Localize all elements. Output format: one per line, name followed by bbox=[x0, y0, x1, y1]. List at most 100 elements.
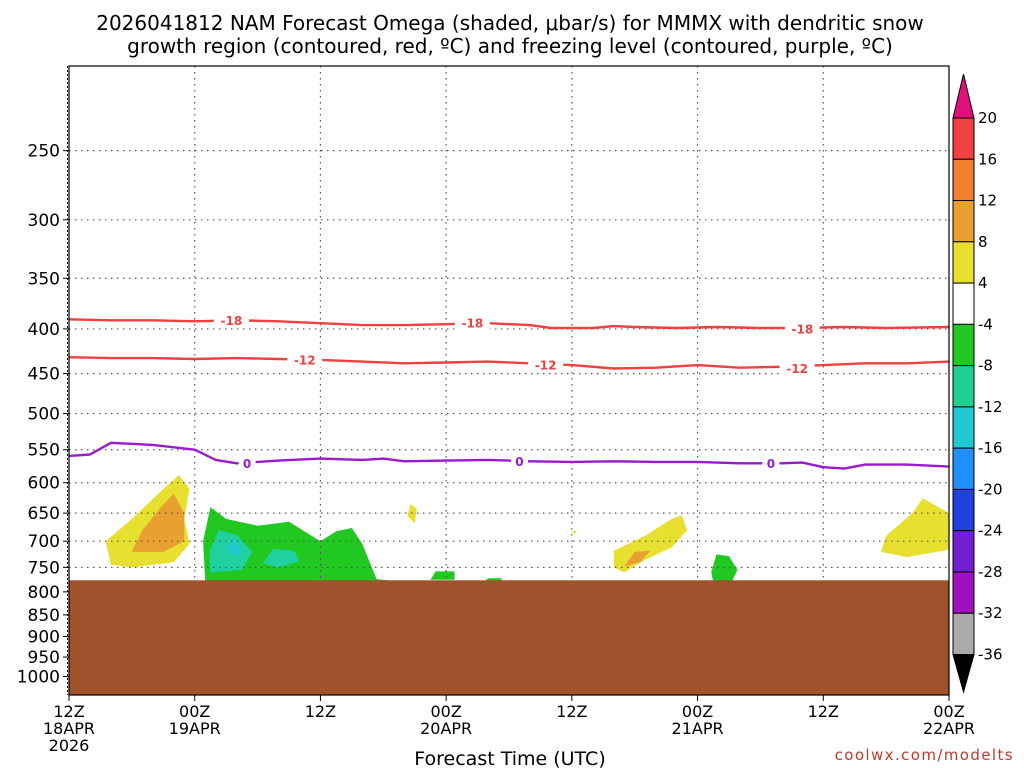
colorbar-swatch bbox=[952, 406, 975, 449]
colorbar-label: -28 bbox=[978, 563, 1003, 581]
omega-region bbox=[624, 550, 651, 567]
omega-region bbox=[711, 554, 738, 583]
x-axis-title: Forecast Time (UTC) bbox=[414, 748, 605, 768]
colorbar-bottom-arrow bbox=[952, 654, 975, 694]
colorbar-swatch bbox=[952, 488, 975, 532]
colorbar-swatch bbox=[952, 323, 975, 367]
colorbar-swatch bbox=[952, 530, 975, 573]
colorbar-label: -20 bbox=[978, 480, 1003, 498]
contour-label-bg bbox=[784, 321, 820, 336]
contour-label-bg bbox=[528, 358, 564, 373]
plot-frame bbox=[67, 65, 950, 696]
omega-shading-layer bbox=[105, 475, 949, 584]
colorbar-label: -8 bbox=[978, 357, 993, 375]
chart-title-line-2: growth region (contoured, red, ºC) and f… bbox=[127, 34, 893, 58]
contour-label: -18 bbox=[461, 317, 483, 331]
contour-label-bg bbox=[779, 361, 815, 376]
colorbar-label: 12 bbox=[978, 192, 997, 210]
y-tick-label: 550 bbox=[28, 441, 60, 461]
x-tick-label: 22APR bbox=[923, 719, 975, 738]
y-tick-label: 650 bbox=[28, 504, 60, 524]
y-tick-label: 750 bbox=[28, 558, 60, 578]
ground-layer bbox=[69, 580, 949, 695]
x-tick-label: 20APR bbox=[420, 719, 472, 738]
y-tick-label: 900 bbox=[28, 628, 60, 648]
omega-region bbox=[226, 540, 242, 557]
omega-region bbox=[571, 530, 578, 534]
colorbar-swatch bbox=[952, 447, 975, 490]
x-tick-label: 00Z bbox=[682, 702, 713, 721]
y-tick-label: 300 bbox=[28, 211, 60, 231]
y-tick-label: 800 bbox=[28, 583, 60, 603]
x-tick-label: 19APR bbox=[169, 719, 221, 738]
contour-label: -12 bbox=[786, 362, 808, 376]
x-tick-label: 12Z bbox=[53, 702, 84, 721]
colorbar-label: -24 bbox=[978, 522, 1003, 540]
colorbar-label: -16 bbox=[978, 439, 1003, 457]
colorbar-label: -4 bbox=[978, 315, 993, 333]
x-tick-label: 00Z bbox=[933, 702, 964, 721]
colorbar-swatch bbox=[952, 117, 975, 160]
contour-label-bg bbox=[287, 352, 323, 367]
contour-label: 0 bbox=[515, 455, 523, 469]
pressure-axis: 2503003504004505005506006507007508008509… bbox=[17, 142, 69, 687]
omega-region bbox=[131, 493, 185, 552]
contour-label: 0 bbox=[767, 457, 775, 471]
omega-region bbox=[262, 548, 300, 568]
colorbar-label: 8 bbox=[978, 233, 988, 251]
y-tick-label: 350 bbox=[28, 269, 60, 289]
x-tick-label: 2026 bbox=[49, 736, 90, 755]
colorbar-swatch bbox=[952, 612, 975, 656]
plot-border bbox=[68, 65, 950, 696]
x-tick-label: 12Z bbox=[556, 702, 587, 721]
contour-label-bg bbox=[454, 316, 490, 331]
colorbar-label: -12 bbox=[978, 398, 1003, 416]
colorbar-top-arrow bbox=[952, 73, 975, 119]
colorbar-swatch bbox=[952, 158, 975, 202]
y-tick-label: 950 bbox=[28, 648, 60, 668]
y-tick-label: 600 bbox=[28, 474, 60, 494]
colorbar-label: 4 bbox=[978, 274, 988, 292]
y-tick-label: 700 bbox=[28, 532, 60, 552]
x-tick-label: 18APR bbox=[43, 719, 95, 738]
contour-label: -12 bbox=[294, 353, 316, 367]
ground-fill bbox=[69, 580, 949, 695]
contour-label: 0 bbox=[243, 457, 251, 471]
y-tick-label: 500 bbox=[28, 405, 60, 425]
omega-region bbox=[880, 498, 949, 558]
colorbar-swatch bbox=[952, 365, 975, 408]
colorbar-label: 20 bbox=[978, 109, 997, 127]
y-tick-label: 450 bbox=[28, 365, 60, 385]
colorbar-label: -36 bbox=[978, 646, 1003, 664]
contour-label: -18 bbox=[221, 314, 243, 328]
colorbar-swatch bbox=[952, 571, 975, 614]
omega-region bbox=[407, 504, 417, 524]
omega-colorbar: 20 16 12 8 4 -4 -8 -12 -16 -20 -24 -28 -32 -36 bbox=[952, 73, 1003, 694]
y-tick-label: 1000 bbox=[17, 667, 60, 687]
contour-label: -12 bbox=[535, 359, 557, 373]
contour-label: -18 bbox=[791, 322, 813, 336]
contour-label-bg bbox=[510, 454, 528, 469]
omega-region bbox=[203, 507, 378, 584]
colorbar-swatch bbox=[952, 241, 975, 284]
y-tick-label: 400 bbox=[28, 320, 60, 340]
contour-label-bg bbox=[213, 313, 249, 328]
colorbar-swatch bbox=[952, 200, 975, 243]
colorbar-label: 16 bbox=[978, 150, 997, 168]
contour-label-bg bbox=[238, 456, 256, 471]
colorbar-swatch bbox=[952, 282, 975, 325]
y-tick-label: 250 bbox=[28, 142, 60, 162]
x-tick-label: 00Z bbox=[430, 702, 461, 721]
chart-title-line-1: 2026041812 NAM Forecast Omega (shaded, μ… bbox=[96, 11, 924, 35]
colorbar-label: -32 bbox=[978, 604, 1003, 622]
contour-layer: -18 -18 -18 -12 -12 -12 0 0 0 bbox=[69, 313, 949, 471]
x-tick-label: 21APR bbox=[672, 719, 724, 738]
x-tick-label: 12Z bbox=[305, 702, 336, 721]
y-tick-label: 850 bbox=[28, 606, 60, 626]
omega-region bbox=[430, 571, 455, 580]
contour-line bbox=[69, 441, 949, 470]
credit-text[interactable]: coolwx.com/modelts bbox=[835, 746, 1014, 764]
x-tick-label: 12Z bbox=[808, 702, 839, 721]
